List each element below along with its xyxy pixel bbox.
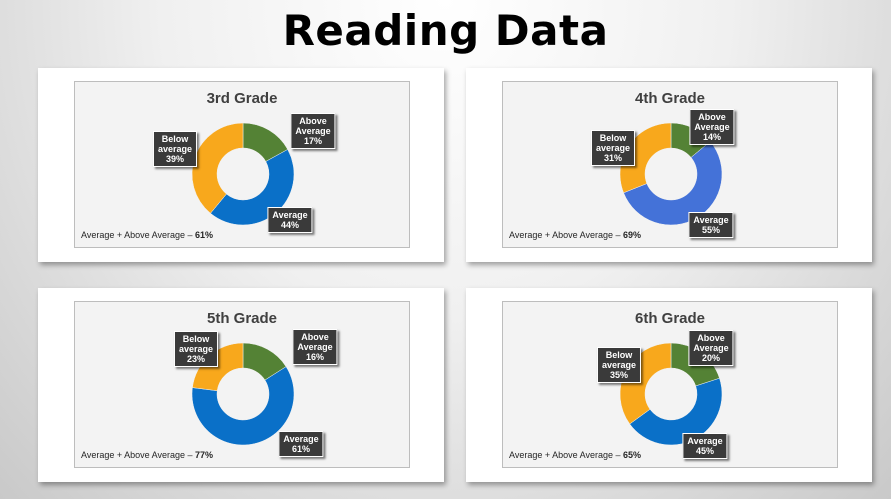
chart-area: 5th Grade Above Average 16% Average 61% Bel… bbox=[74, 301, 410, 468]
callout-above-average: Above Average 16% bbox=[292, 329, 338, 365]
summary-text: Average + Above Average – 69% bbox=[509, 230, 642, 240]
donut-slice-average bbox=[623, 141, 723, 226]
summary-text: Average + Above Average – 61% bbox=[81, 230, 214, 240]
callout-above-average: Above Average 20% bbox=[688, 330, 734, 366]
callout-below-average: Below average 23% bbox=[173, 331, 219, 367]
donut-chart-4th-grade bbox=[619, 122, 723, 226]
page-title: Reading Data bbox=[282, 6, 609, 55]
callout-above-average: Above Average 17% bbox=[290, 113, 336, 149]
chart-area: 6th Grade Above Average 20% Average 45% Bel… bbox=[502, 301, 838, 468]
chart-title: 6th Grade bbox=[634, 310, 706, 327]
summary-text: Average + Above Average – 65% bbox=[509, 450, 642, 460]
callout-average: Average 61% bbox=[278, 431, 324, 457]
callout-below-average: Below average 31% bbox=[590, 130, 636, 166]
chart-title: 3rd Grade bbox=[206, 90, 278, 107]
callout-below-average: Below average 35% bbox=[596, 347, 642, 383]
summary-text: Average + Above Average – 77% bbox=[81, 450, 214, 460]
donut-slice-below bbox=[191, 122, 244, 214]
chart-title: 5th Grade bbox=[206, 310, 278, 327]
donut-slice-average bbox=[629, 377, 723, 446]
callout-below-average: Below average 39% bbox=[152, 131, 198, 167]
callout-average: Average 44% bbox=[267, 207, 313, 233]
callout-above-average: Above Average 14% bbox=[689, 109, 735, 145]
callout-average: Average 45% bbox=[682, 433, 728, 459]
chart-card-3rd-grade: 3rd Grade Above Average 17% Average 44% Bel… bbox=[38, 68, 444, 262]
donut-chart-6th-grade bbox=[619, 342, 723, 446]
donut-slice-average bbox=[210, 149, 295, 226]
chart-area: 4th Grade Above Average 14% Average 55% Bel… bbox=[502, 81, 838, 248]
chart-area: 3rd Grade Above Average 17% Average 44% Bel… bbox=[74, 81, 410, 248]
donut-chart-3rd-grade bbox=[191, 122, 295, 226]
callout-average: Average 55% bbox=[688, 212, 734, 238]
chart-title: 4th Grade bbox=[634, 90, 706, 107]
chart-card-4th-grade: 4th Grade Above Average 14% Average 55% Bel… bbox=[466, 68, 872, 262]
chart-card-6th-grade: 6th Grade Above Average 20% Average 45% Bel… bbox=[466, 288, 872, 482]
donut-chart-5th-grade bbox=[191, 342, 295, 446]
chart-card-5th-grade: 5th Grade Above Average 16% Average 61% Bel… bbox=[38, 288, 444, 482]
